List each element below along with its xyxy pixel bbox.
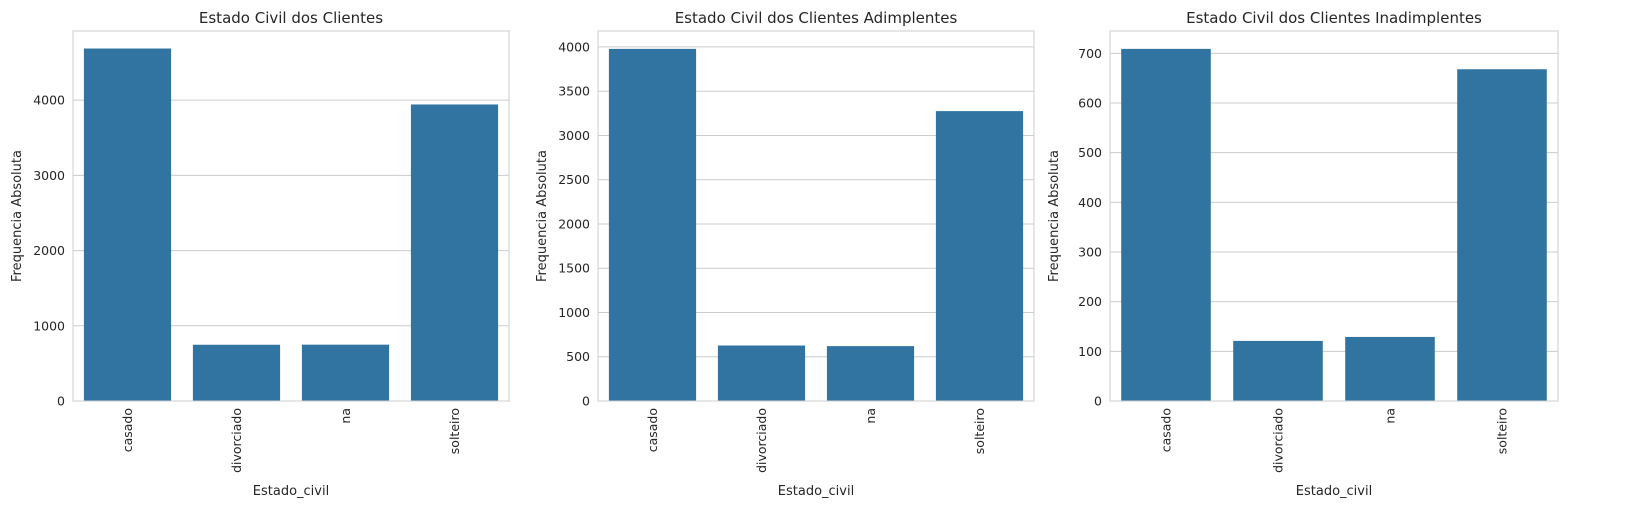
y-tick-label: 200 <box>1078 294 1102 309</box>
chart-title: Estado Civil dos Clientes Inadimplentes <box>1186 9 1482 27</box>
x-tick-label: casado <box>1159 408 1174 452</box>
bar-na <box>1345 336 1435 401</box>
x-tick-label: na <box>1383 408 1398 424</box>
bar-divorciado <box>192 344 281 401</box>
x-axis-label: Estado_civil <box>778 484 854 499</box>
y-tick-label: 3500 <box>558 84 590 99</box>
y-tick-label: 500 <box>566 349 590 364</box>
y-tick-label: 2000 <box>33 243 65 258</box>
y-tick-label: 400 <box>1078 195 1102 210</box>
x-tick-label: casado <box>645 408 660 452</box>
y-tick-label: 0 <box>57 394 65 409</box>
y-axis-label: Frequencia Absoluta <box>535 150 550 282</box>
y-tick-label: 3000 <box>558 128 590 143</box>
y-tick-label: 0 <box>1094 394 1102 409</box>
x-tick-label: solteiro <box>1495 408 1510 454</box>
x-tick-label: casado <box>120 408 135 452</box>
bar-solteiro <box>935 111 1024 401</box>
chart-panel-2: 0 500 1000 1500 2000 2500 3000 3500 4000 casado di… <box>535 9 1035 499</box>
chart-panel-3: 0 100 200 300 400 500 600 700 casado divorciado na… <box>1047 9 1559 499</box>
plot-frame <box>1109 30 1559 402</box>
y-axis-label: Frequencia Absoluta <box>10 150 25 282</box>
chart-panel-1: 0 1000 2000 3000 4000 casado divorciado na solte… <box>10 9 510 499</box>
x-tick-label: solteiro <box>972 408 987 454</box>
chart-title: Estado Civil dos Clientes <box>199 9 383 27</box>
y-tick-label: 4000 <box>558 39 590 54</box>
plot-frame <box>72 30 510 402</box>
plot-frame <box>597 30 1035 402</box>
y-tick-label: 0 <box>582 394 590 409</box>
bar-solteiro <box>410 104 499 402</box>
x-axis-label: Estado_civil <box>1296 484 1372 499</box>
bar-na <box>826 346 915 401</box>
y-tick-label: 4000 <box>33 93 65 108</box>
y-tick-label: 500 <box>1078 145 1102 160</box>
y-tick-label: 700 <box>1078 46 1102 61</box>
y-tick-label: 1000 <box>33 318 65 333</box>
bar-divorciado <box>717 345 806 401</box>
x-tick-label: solteiro <box>447 408 462 454</box>
y-tick-label: 2000 <box>558 216 590 231</box>
y-axis-label: Frequencia Absoluta <box>1047 150 1062 282</box>
bar-na <box>301 344 390 401</box>
bar-divorciado <box>1233 340 1323 401</box>
y-tick-label: 1000 <box>558 305 590 320</box>
x-tick-label: divorciado <box>754 408 769 473</box>
bar-solteiro <box>1457 69 1547 401</box>
y-tick-label: 1500 <box>558 261 590 276</box>
y-tick-label: 600 <box>1078 96 1102 111</box>
bar-casado <box>83 48 172 401</box>
y-tick-label: 300 <box>1078 245 1102 260</box>
y-tick-label: 3000 <box>33 168 65 183</box>
x-tick-label: na <box>863 408 878 424</box>
y-tick-label: 100 <box>1078 344 1102 359</box>
y-tick-label: 2500 <box>558 172 590 187</box>
bar-casado <box>608 48 697 402</box>
x-axis-label: Estado_civil <box>253 484 329 499</box>
chart-title: Estado Civil dos Clientes Adimplentes <box>675 9 958 27</box>
bar-casado <box>1121 48 1211 401</box>
x-tick-label: divorciado <box>229 408 244 473</box>
x-tick-label: divorciado <box>1271 408 1286 473</box>
x-tick-label: na <box>338 408 353 424</box>
